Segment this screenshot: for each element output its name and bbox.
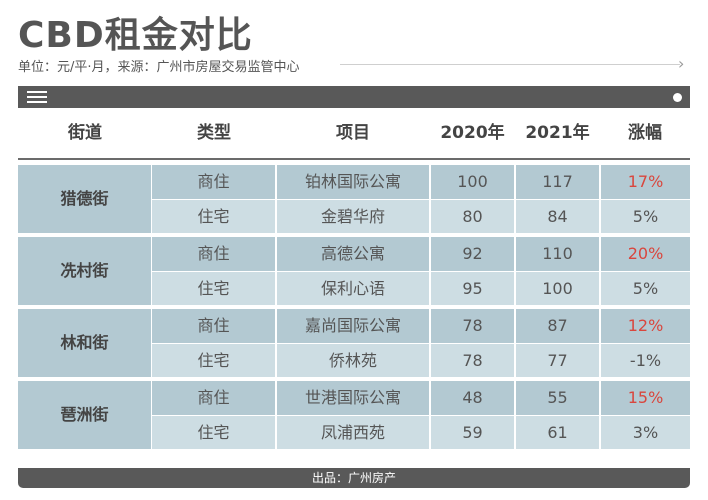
cell-2020: 92: [431, 237, 514, 271]
cell-2021: 61: [516, 416, 599, 449]
cell-project: 高德公寓: [277, 237, 429, 271]
cell-change: 5%: [601, 200, 690, 233]
dot-icon: [673, 93, 682, 102]
cell-2020: 80: [431, 200, 514, 233]
street-label: 琶洲街: [18, 381, 151, 449]
header-project: 项目: [336, 123, 370, 143]
cell-project: 铂林国际公寓: [277, 165, 429, 199]
cell-project: 嘉尚国际公寓: [277, 309, 429, 343]
header-2020: 2020年: [440, 123, 505, 143]
subtitle: 单位：元/平·月，来源：广州市房屋交易监管中心: [18, 60, 300, 75]
cell-2020: 78: [431, 344, 514, 377]
cell-type: 商住: [152, 237, 275, 271]
cell-2021: 117: [516, 165, 599, 199]
street-label: 冼村街: [18, 237, 151, 305]
chevron-right-icon: ›: [678, 54, 685, 73]
cell-change: 5%: [601, 272, 690, 305]
header-type: 类型: [197, 123, 231, 143]
cell-2021: 55: [516, 381, 599, 415]
cell-2020: 100: [431, 165, 514, 199]
cell-type: 商住: [152, 165, 275, 199]
cell-type: 住宅: [152, 344, 275, 377]
cell-change: 3%: [601, 416, 690, 449]
cell-change: 15%: [601, 381, 690, 415]
cell-project: 世港国际公寓: [277, 381, 429, 415]
cell-type: 住宅: [152, 416, 275, 449]
cell-2021: 87: [516, 309, 599, 343]
cell-project: 侨林苑: [277, 344, 429, 377]
cell-2021: 84: [516, 200, 599, 233]
street-label: 猎德街: [18, 165, 151, 233]
cell-change: -1%: [601, 344, 690, 377]
cell-2020: 95: [431, 272, 514, 305]
header-2021: 2021年: [525, 123, 590, 143]
menu-icon: [27, 91, 47, 103]
cell-project: 金碧华府: [277, 200, 429, 233]
subtitle-divider: [340, 64, 680, 65]
top-bar: [18, 86, 690, 108]
cell-project: 凤浦西苑: [277, 416, 429, 449]
footer: 出品：广州房产: [18, 468, 690, 488]
header-street: 街道: [68, 123, 102, 143]
cell-type: 商住: [152, 381, 275, 415]
cell-type: 住宅: [152, 272, 275, 305]
cell-2021: 77: [516, 344, 599, 377]
cell-2021: 110: [516, 237, 599, 271]
cell-2021: 100: [516, 272, 599, 305]
cell-2020: 48: [431, 381, 514, 415]
street-label: 林和街: [18, 309, 151, 377]
cell-2020: 59: [431, 416, 514, 449]
cell-change: 17%: [601, 165, 690, 199]
header-change: 涨幅: [628, 123, 662, 143]
page-title: CBD租金对比: [18, 15, 253, 56]
cell-type: 商住: [152, 309, 275, 343]
cell-change: 12%: [601, 309, 690, 343]
header-divider: [18, 158, 690, 160]
cell-change: 20%: [601, 237, 690, 271]
cell-2020: 78: [431, 309, 514, 343]
cell-project: 保利心语: [277, 272, 429, 305]
cell-type: 住宅: [152, 200, 275, 233]
